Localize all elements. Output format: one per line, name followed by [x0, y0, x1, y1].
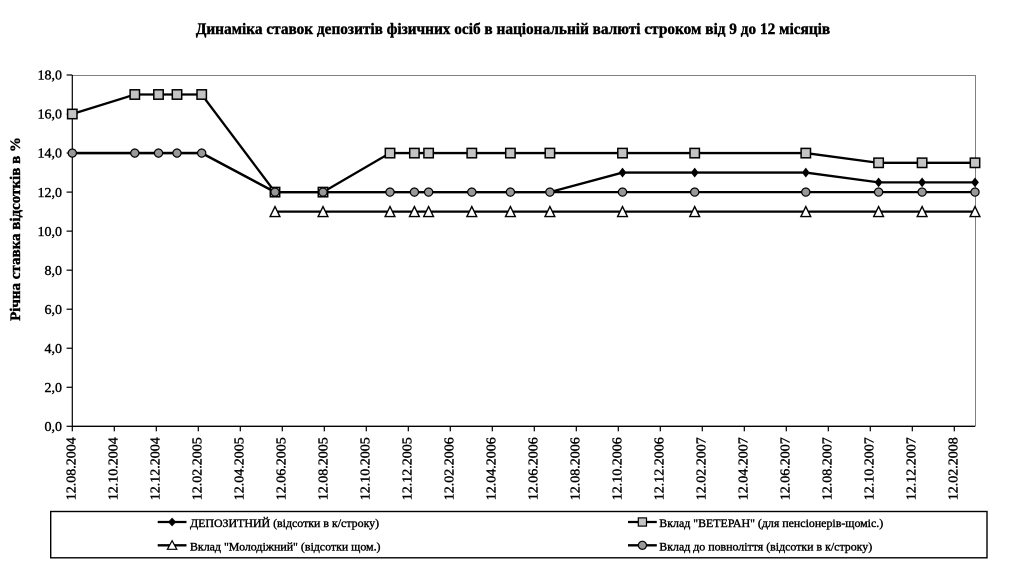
svg-text:2,0: 2,0	[45, 381, 63, 396]
svg-text:Річна ставка відсотків в %: Річна ставка відсотків в %	[8, 137, 24, 321]
svg-text:10,0: 10,0	[38, 225, 63, 240]
svg-text:12.04.2007: 12.04.2007	[737, 437, 752, 500]
svg-text:12.08.2006: 12.08.2006	[569, 437, 584, 500]
svg-text:12.10.2005: 12.10.2005	[359, 437, 374, 500]
svg-text:12.04.2005: 12.04.2005	[233, 437, 248, 500]
svg-text:8,0: 8,0	[45, 264, 63, 279]
svg-text:6,0: 6,0	[45, 303, 63, 318]
svg-text:12,0: 12,0	[38, 186, 63, 201]
svg-text:12.06.2005: 12.06.2005	[275, 437, 290, 500]
svg-text:12.06.2007: 12.06.2007	[779, 437, 794, 500]
svg-text:ДЕПОЗИТНИЙ (відсотки в к/строк: ДЕПОЗИТНИЙ (відсотки в к/строку)	[190, 516, 379, 530]
svg-text:Вклад "ВЕТЕРАН" (для пенсіонер: Вклад "ВЕТЕРАН" (для пенсіонерів-щоміс.)	[659, 516, 883, 530]
svg-text:16,0: 16,0	[38, 108, 63, 123]
svg-text:12.02.2005: 12.02.2005	[191, 437, 206, 500]
svg-text:0,0: 0,0	[45, 420, 63, 435]
svg-text:12.10.2004: 12.10.2004	[107, 437, 122, 500]
svg-text:12.02.2006: 12.02.2006	[443, 437, 458, 500]
svg-text:12.12.2007: 12.12.2007	[905, 437, 920, 500]
svg-text:12.08.2007: 12.08.2007	[821, 437, 836, 500]
svg-text:14,0: 14,0	[38, 147, 63, 162]
svg-text:18,0: 18,0	[38, 69, 63, 84]
svg-text:Вклад до повноліття (відсотки: Вклад до повноліття (відсотки в к/строку…	[659, 539, 872, 553]
svg-text:12.12.2004: 12.12.2004	[149, 437, 164, 500]
svg-text:12.04.2006: 12.04.2006	[485, 437, 500, 500]
svg-text:4,0: 4,0	[45, 342, 63, 357]
svg-text:12.10.2007: 12.10.2007	[863, 437, 878, 500]
svg-text:Вклад "Молодіжний" (відсотки щ: Вклад "Молодіжний" (відсотки щом.)	[190, 539, 381, 553]
svg-text:12.02.2008: 12.02.2008	[947, 437, 962, 500]
svg-text:12.08.2005: 12.08.2005	[317, 437, 332, 500]
svg-text:12.12.2006: 12.12.2006	[653, 437, 668, 500]
svg-text:12.08.2004: 12.08.2004	[65, 437, 80, 500]
svg-text:Динаміка ставок депозитів фізи: Динаміка ставок депозитів фізичних осіб …	[196, 21, 830, 38]
svg-text:12.02.2007: 12.02.2007	[695, 437, 710, 500]
svg-text:12.12.2005: 12.12.2005	[401, 437, 416, 500]
svg-text:12.06.2006: 12.06.2006	[527, 437, 542, 500]
svg-text:12.10.2006: 12.10.2006	[611, 437, 626, 500]
